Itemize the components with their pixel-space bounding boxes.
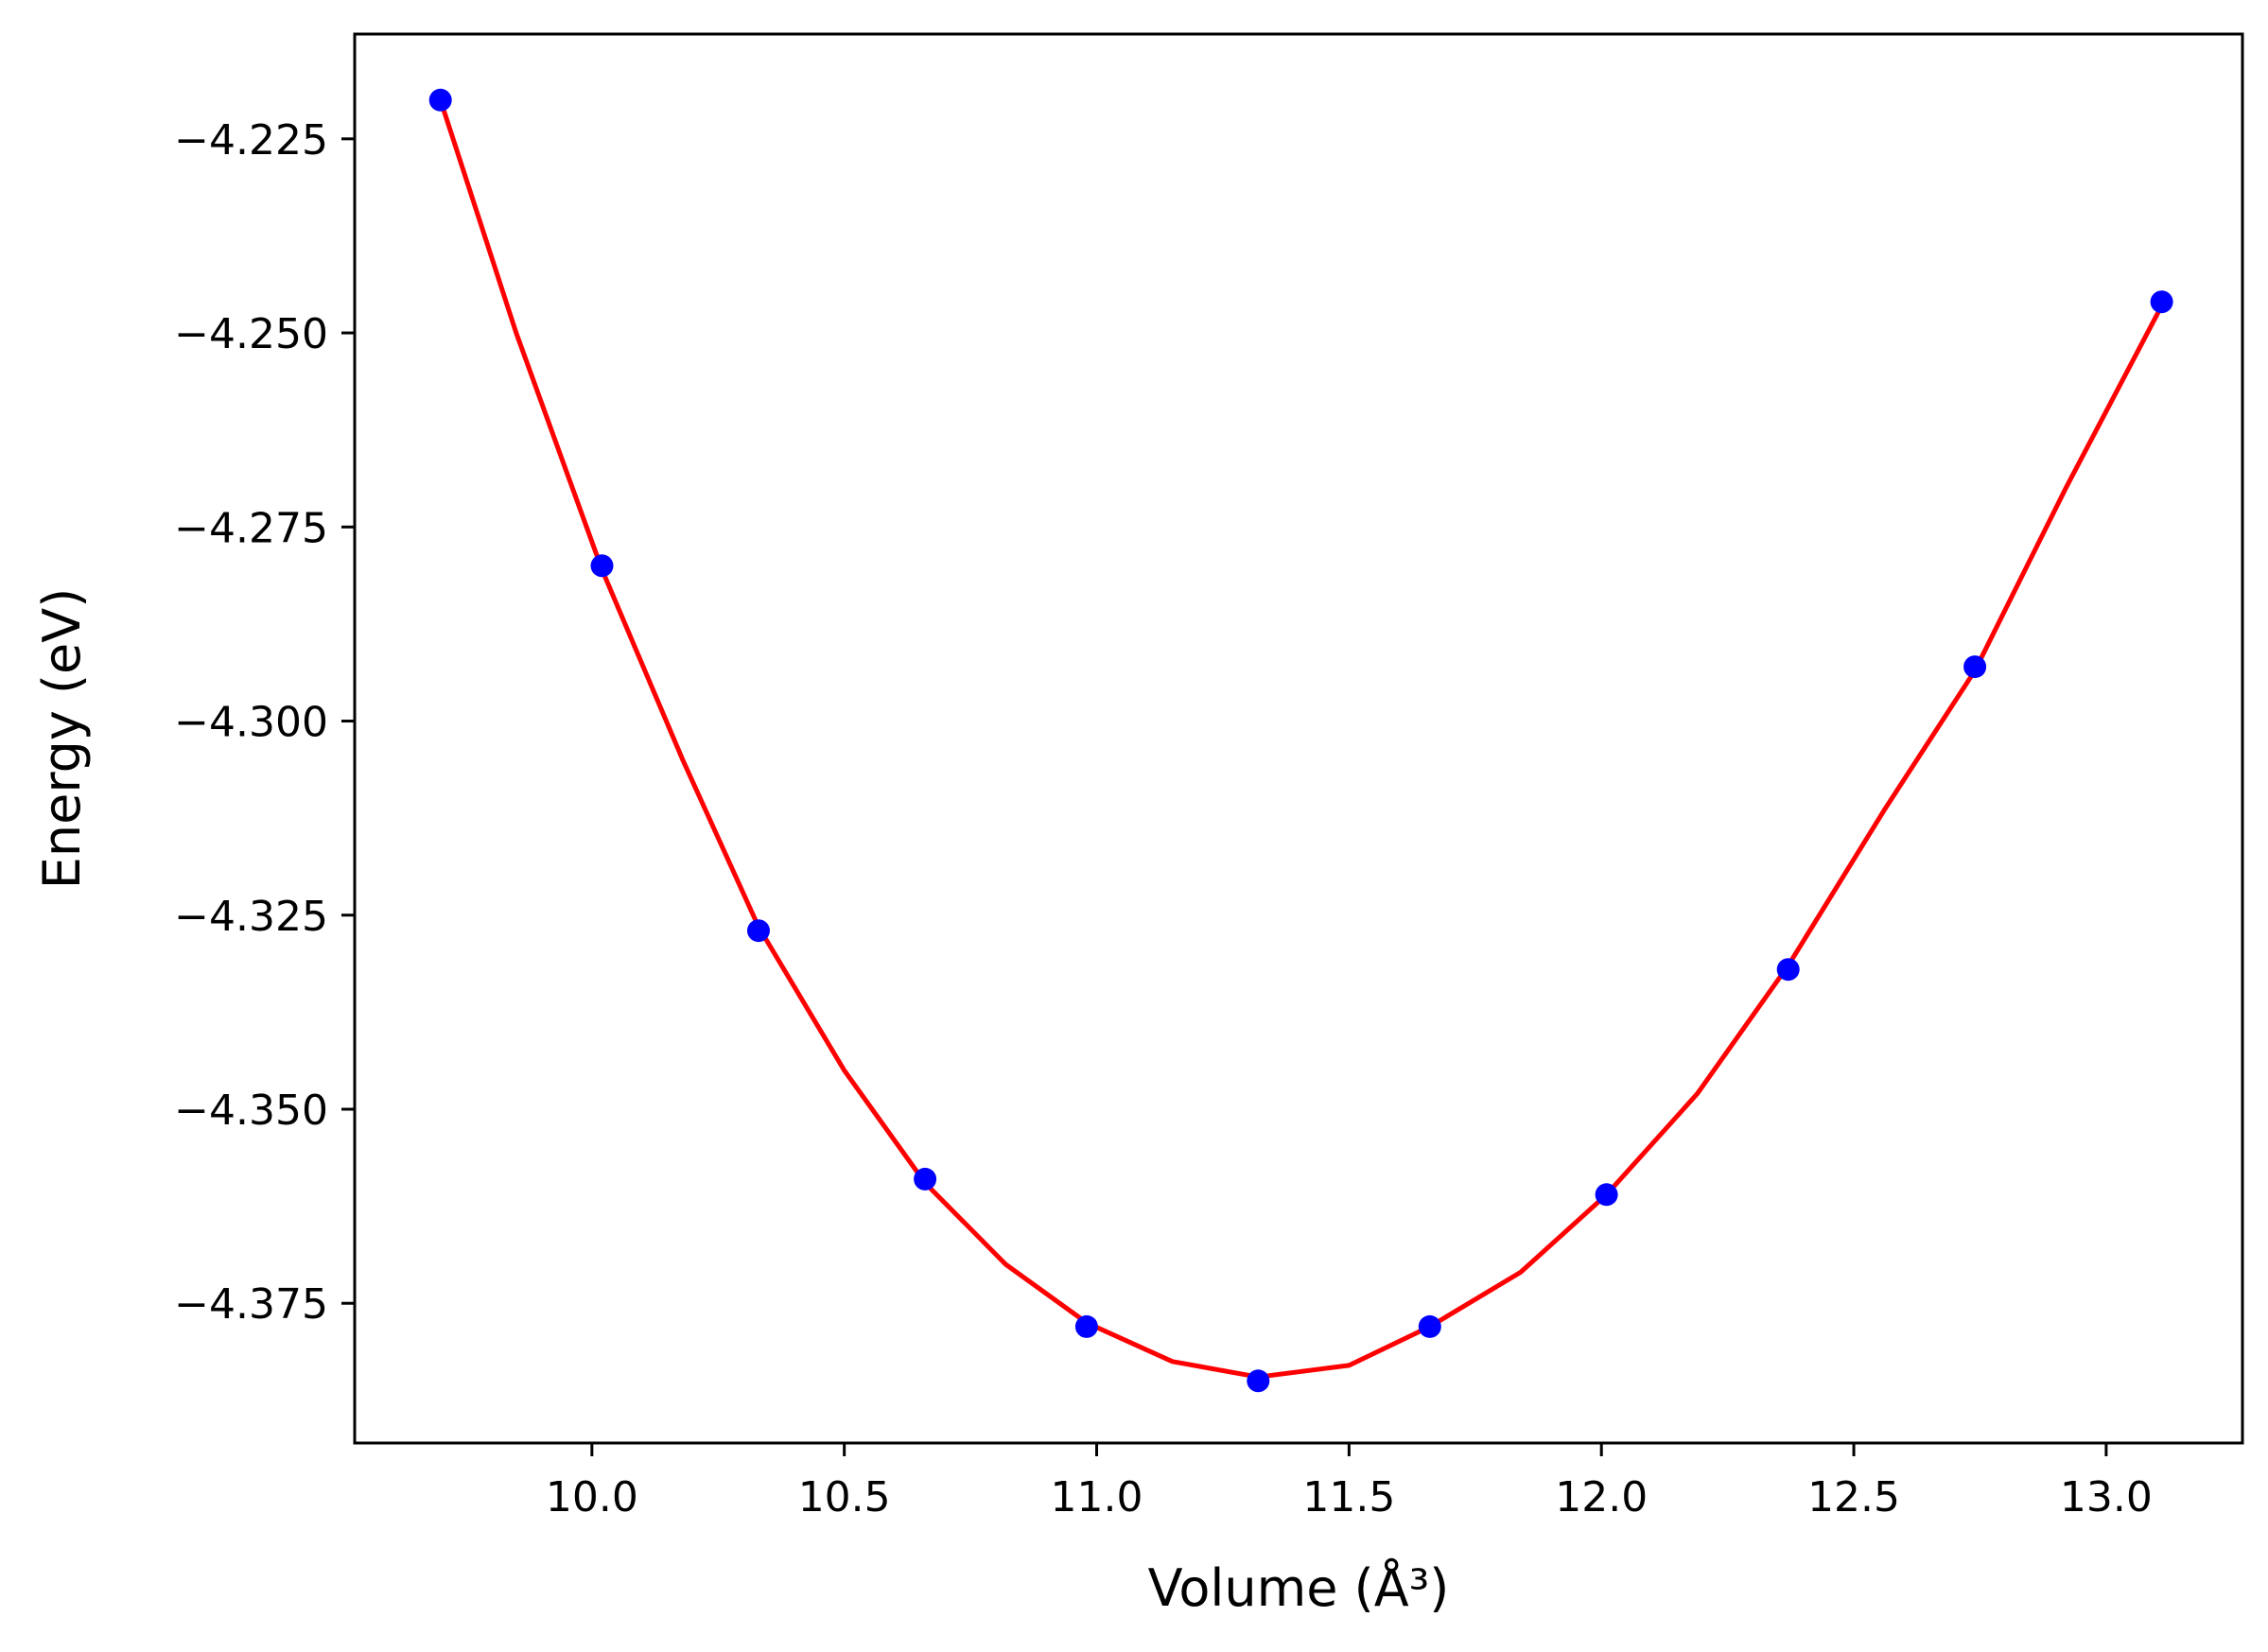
data-point [1247, 1369, 1270, 1393]
y-tick-label: −4.325 [174, 893, 328, 941]
x-tick-label: 10.5 [798, 1473, 891, 1522]
x-tick-label: 12.0 [1555, 1473, 1648, 1522]
y-tick-label: −4.250 [174, 310, 328, 358]
x-tick-label: 10.0 [546, 1473, 638, 1522]
x-tick-label: 12.5 [1807, 1473, 1900, 1522]
data-point [1418, 1314, 1441, 1338]
x-axis-title: Volume (Å³) [1148, 1557, 1450, 1618]
y-axis-title: Energy (eV) [32, 588, 92, 890]
data-point [2150, 290, 2173, 314]
y-tick-label: −4.275 [174, 504, 328, 552]
axes-frame [353, 32, 2244, 1445]
plot-area [428, 88, 2173, 1393]
data-point [590, 554, 614, 578]
x-tick-label: 11.5 [1302, 1473, 1395, 1522]
data-point [914, 1167, 937, 1191]
data-point [1074, 1314, 1098, 1338]
y-tick-label: −4.300 [174, 699, 328, 747]
x-tick-label: 11.0 [1051, 1473, 1143, 1522]
x-axis: 10.0 10.5 11.0 11.5 12.0 12.5 13.0 [546, 1443, 2153, 1522]
y-tick-label: −4.350 [174, 1087, 328, 1135]
fit-line [438, 99, 2164, 1380]
data-point [1963, 655, 1987, 679]
y-axis: −4.225 −4.250 −4.275 −4.300 −4.325 −4.350 −4.3… [174, 116, 355, 1329]
data-point [1595, 1183, 1618, 1207]
data-point [428, 88, 452, 112]
y-tick-label: −4.375 [174, 1280, 328, 1329]
y-tick-label: −4.225 [174, 116, 328, 165]
x-tick-label: 13.0 [2060, 1473, 2153, 1522]
data-point [1776, 958, 1800, 982]
data-point [747, 919, 770, 943]
